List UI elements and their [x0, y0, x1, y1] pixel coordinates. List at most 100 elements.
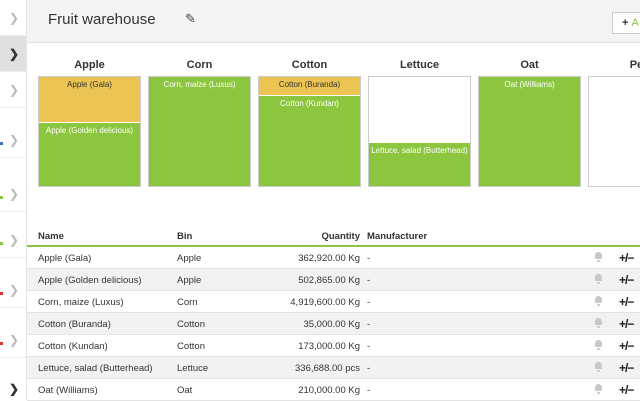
adjust-quantity-button[interactable]: +/−	[619, 383, 634, 397]
bin-title: Oat	[520, 59, 539, 71]
bin-box[interactable]: Corn, maize (Luxus)	[148, 76, 251, 187]
table-row[interactable]: Cotton (Kundan) Cotton 173,000.00 Kg - +/−	[27, 335, 640, 357]
bin-box[interactable]	[588, 76, 640, 187]
bin-segment[interactable]: Cotton (Buranda)	[259, 77, 360, 96]
bin-segment[interactable]: Apple (Gala)	[39, 77, 140, 123]
cell-name: Corn, maize (Luxus)	[38, 297, 124, 308]
table-row[interactable]: Apple (Gala) Apple 362,920.00 Kg - +/−	[27, 247, 640, 269]
bell-icon[interactable]	[595, 252, 602, 262]
adjust-quantity-button[interactable]: +/−	[619, 339, 634, 353]
status-dot	[0, 342, 3, 345]
cell-bin: Oat	[177, 385, 193, 396]
cell-bin: Cotton	[177, 341, 205, 352]
cell-manufacturer: -	[367, 253, 371, 264]
column-bin[interactable]: Bin	[177, 231, 193, 242]
cell-quantity: 502,865.00 Kg	[298, 275, 360, 286]
adjust-quantity-button[interactable]: +/−	[619, 273, 634, 287]
cell-name: Cotton (Kundan)	[38, 341, 108, 352]
cell-name: Lettuce, salad (Butterhead)	[38, 363, 153, 374]
adjust-quantity-button[interactable]: +/−	[619, 295, 634, 309]
bin-box[interactable]: Lettuce, salad (Butterhead)	[368, 76, 471, 187]
bin-box[interactable]: Apple (Golden delicious) Apple (Gala)	[38, 76, 141, 187]
cell-name: Apple (Golden delicious)	[38, 275, 142, 286]
status-dot	[0, 292, 3, 295]
bell-icon[interactable]	[595, 384, 602, 394]
bin-box[interactable]: Cotton (Kundan) Cotton (Buranda)	[258, 76, 361, 187]
bell-icon[interactable]	[595, 296, 602, 306]
page-title: Fruit warehouse	[48, 11, 156, 28]
sidebar-item-7[interactable]: ❯	[0, 272, 26, 308]
table-row[interactable]: Cotton (Buranda) Cotton 35,000.00 Kg - +/−	[27, 313, 640, 335]
cell-bin: Corn	[177, 297, 198, 308]
sidebar-item-6[interactable]: ❯	[0, 222, 26, 258]
column-quantity[interactable]: Quantity	[321, 231, 360, 242]
sidebar-item-1[interactable]: ❯	[0, 0, 26, 36]
cell-manufacturer: -	[367, 341, 371, 352]
bell-icon[interactable]	[595, 318, 602, 328]
add-button-label: A	[631, 17, 639, 29]
sidebar-item-5[interactable]: ❯	[0, 176, 26, 212]
sidebar: ❯ ❯ ❯ ❯ ❯ ❯ ❯ ❯ ❯	[0, 0, 27, 400]
bin-title: Lettuce	[399, 59, 440, 71]
table-header: Name Bin Quantity Manufacturer	[27, 228, 640, 247]
bin-title: Corn	[186, 59, 213, 71]
cell-manufacturer: -	[367, 319, 371, 330]
cell-name: Oat (Williams)	[38, 385, 98, 396]
table-row[interactable]: Apple (Golden delicious) Apple 502,865.00 …	[27, 269, 640, 291]
bin-segment[interactable]: Apple (Golden delicious)	[39, 123, 140, 186]
status-dot	[0, 142, 3, 145]
cell-quantity: 336,688.00 pcs	[295, 363, 360, 374]
status-dot	[0, 196, 3, 199]
chevron-right-icon: ❯	[9, 133, 20, 147]
cell-quantity: 4,919,600.00 Kg	[290, 297, 360, 308]
bell-icon[interactable]	[595, 340, 602, 350]
add-button[interactable]: + A	[612, 12, 640, 34]
bin-segment[interactable]: Oat (Williams)	[479, 77, 580, 186]
bin-title: Cotton	[291, 59, 328, 71]
cell-bin: Cotton	[177, 319, 205, 330]
cell-bin: Lettuce	[177, 363, 209, 374]
chevron-right-icon: ❯	[9, 333, 20, 347]
bell-icon[interactable]	[595, 274, 602, 284]
chevron-right-icon: ❯	[9, 382, 20, 396]
sidebar-expand[interactable]: ❯	[0, 378, 26, 400]
bin-title: Pea	[629, 59, 640, 71]
bin-segment[interactable]: Lettuce, salad (Butterhead)	[369, 143, 470, 186]
pencil-icon[interactable]: ✎	[185, 11, 196, 26]
cell-bin: Apple	[177, 253, 202, 264]
status-dot	[0, 242, 3, 245]
cell-quantity: 173,000.00 Kg	[298, 341, 360, 352]
cell-name: Cotton (Buranda)	[38, 319, 111, 330]
cell-manufacturer: -	[367, 363, 371, 374]
table-row[interactable]: Corn, maize (Luxus) Corn 4,919,600.00 Kg - +…	[27, 291, 640, 313]
adjust-quantity-button[interactable]: +/−	[619, 361, 634, 375]
chevron-right-icon: ❯	[9, 233, 20, 247]
cell-manufacturer: -	[367, 275, 371, 286]
bin-segment[interactable]: Cotton (Kundan)	[259, 96, 360, 186]
adjust-quantity-button[interactable]: +/−	[619, 317, 634, 331]
cell-name: Apple (Gala)	[38, 253, 92, 264]
sidebar-item-2[interactable]: ❯	[0, 36, 26, 72]
bin-box[interactable]: Oat (Williams)	[478, 76, 581, 187]
cell-bin: Apple	[177, 275, 202, 286]
chevron-right-icon: ❯	[9, 11, 20, 25]
bin-segment[interactable]: Corn, maize (Luxus)	[149, 77, 250, 186]
table-row[interactable]: Oat (Williams) Oat 210,000.00 Kg - +/−	[27, 379, 640, 401]
cell-manufacturer: -	[367, 297, 371, 308]
column-name[interactable]: Name	[38, 231, 64, 242]
sidebar-item-8[interactable]: ❯	[0, 322, 26, 358]
cell-quantity: 210,000.00 Kg	[298, 385, 360, 396]
sidebar-item-4[interactable]: ❯	[0, 122, 26, 158]
cell-quantity: 362,920.00 Kg	[298, 253, 360, 264]
cell-quantity: 35,000.00 Kg	[303, 319, 360, 330]
chevron-right-icon: ❯	[9, 187, 20, 201]
chevron-right-icon: ❯	[9, 47, 20, 61]
bell-icon[interactable]	[595, 362, 602, 372]
column-manufacturer[interactable]: Manufacturer	[367, 231, 428, 242]
bin-title: Apple	[74, 59, 105, 71]
table-row[interactable]: Lettuce, salad (Butterhead) Lettuce 336,68…	[27, 357, 640, 379]
adjust-quantity-button[interactable]: +/−	[619, 251, 634, 265]
sidebar-item-3[interactable]: ❯	[0, 72, 26, 108]
bin-overview: Apple Apple (Golden delicious) Apple (Gala…	[27, 50, 640, 195]
chevron-right-icon: ❯	[9, 283, 20, 297]
